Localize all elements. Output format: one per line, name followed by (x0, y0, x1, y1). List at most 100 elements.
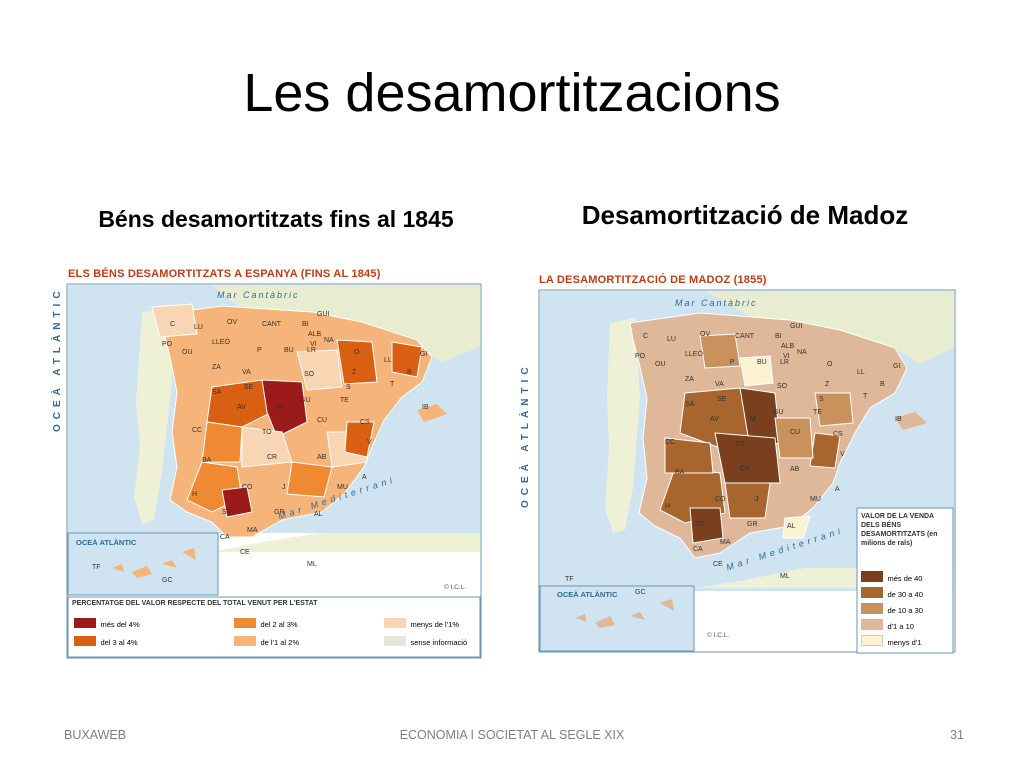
province-label-to: TO (262, 429, 272, 436)
province-label-to: TO (735, 441, 745, 448)
province-label-tf: TF (92, 564, 101, 571)
province-label-s: S (819, 396, 824, 403)
province-label-se: SE (717, 396, 727, 403)
legend-swatch (861, 619, 883, 631)
left-column-heading: Béns desamortitzats fins al 1845 (98, 206, 454, 232)
province-label-o: O (827, 361, 833, 368)
province-label-so: SO (777, 383, 788, 390)
legend-title: VALOR DE LA VENDA DELS BÉNS DESAMORTITZA… (861, 513, 938, 547)
province-label-va: VA (715, 381, 724, 388)
province-label-lu: LU (194, 324, 203, 331)
footer-center: ECONOMIA I SOCIETAT AL SEGLE XIX (399, 728, 625, 742)
africa-land (212, 533, 480, 552)
province-label-bi: BI (775, 333, 782, 340)
legend-label: sense informació (410, 638, 468, 647)
legend-label: del 2 al 3% (260, 620, 298, 629)
legend-label: d'1 a 10 (887, 622, 914, 631)
portugal-land (134, 310, 172, 524)
province-region (344, 421, 375, 458)
province-region (814, 392, 854, 427)
province-label-alb: ALB (308, 331, 322, 338)
map-credit: © I.C.L. (444, 584, 467, 591)
province-label-ml: ML (307, 561, 317, 568)
legend-label: menys d'1 (887, 638, 922, 647)
map-madoz-1855: LA DESAMORTITZACIÓ DE MADOZ (1855) C LU OV… (520, 268, 959, 656)
island-mallorca (417, 404, 447, 422)
province-label-al: AL (314, 511, 323, 518)
legend-swatch (861, 571, 883, 583)
map-1845: ELS BÉNS DESAMORTITZATS A ESPANYA (FINS … (52, 262, 484, 662)
province-label-ca: CA (693, 546, 703, 553)
legend-item: de 10 a 30 (861, 600, 923, 618)
province-region (689, 507, 724, 544)
legend-item: d'1 a 10 (861, 616, 914, 634)
inset-label: OCEÀ ATLÀNTIC (557, 590, 618, 599)
province-label-ma: MA (247, 527, 258, 534)
province-label-za: ZA (212, 364, 221, 371)
province-label-po: PO (635, 353, 646, 360)
province-label-cant: CANT (262, 321, 282, 328)
province-label-lu: LU (667, 336, 676, 343)
canary-islands (112, 548, 196, 578)
province-label-tf: TF (565, 576, 574, 583)
legend-label: de l'1 al 2% (260, 638, 299, 647)
province-label-bu: BU (284, 347, 294, 354)
province-label-m: M (277, 404, 283, 411)
province-label-na: NA (797, 349, 807, 356)
province-label-m: M (750, 416, 756, 423)
legend-label: més del 4% (100, 620, 140, 629)
province-label-te: TE (340, 397, 349, 404)
canary-inset (67, 532, 219, 596)
province-label-h: H (665, 503, 670, 510)
province-label-gu: GU (300, 397, 311, 404)
province-label-cu: CU (790, 429, 800, 436)
province-label-alb: ALB (781, 343, 795, 350)
province-region (261, 379, 308, 438)
province-label-se: SE (244, 384, 254, 391)
province-label-b: B (880, 381, 885, 388)
legend-swatch (861, 587, 883, 599)
ocean-west-label: OCEÀ ATLÀNTIC (52, 286, 63, 432)
province-region (739, 355, 774, 387)
province-region (664, 437, 714, 474)
map-credit: © I.C.L. (707, 632, 730, 639)
legend-label: de 30 a 40 (887, 590, 923, 599)
legend-box (67, 596, 481, 658)
province-label-gui: GUI (317, 311, 330, 318)
legend-swatch (861, 603, 883, 615)
province-label-cc: CC (192, 427, 202, 434)
map-title: LA DESAMORTITZACIÓ DE MADOZ (1855) (539, 274, 767, 286)
province-label-ab: AB (317, 454, 327, 461)
province-label-gc: GC (635, 589, 646, 596)
legend-item: sense informació (384, 632, 467, 650)
province-label-cs: CS (360, 419, 370, 426)
province-region (774, 417, 814, 459)
province-label-v: V (840, 451, 845, 458)
legend-swatch (384, 617, 406, 628)
province-label-av: AV (237, 404, 246, 411)
province-label-za: ZA (685, 376, 694, 383)
province-region (782, 515, 811, 539)
province-label-av: AV (710, 416, 719, 423)
province-label-ll: LL (384, 357, 392, 364)
province-label-cr: CR (267, 454, 277, 461)
province-label-lleó: LLEÓ (212, 337, 230, 346)
province-label-h: H (192, 491, 197, 498)
legend-item: de 30 a 40 (861, 584, 923, 602)
province-label-a: A (835, 486, 840, 493)
province-label-gu: GU (773, 409, 784, 416)
province-label-sv: SV (695, 521, 705, 528)
province-label-lr: LR (307, 347, 316, 354)
province-region (336, 339, 378, 385)
province-region (206, 379, 273, 428)
inset-label: OCEÀ ATLÀNTIC (76, 538, 137, 547)
legend-label: més de 40 (887, 574, 923, 583)
province-label-ou: OU (655, 361, 666, 368)
ocean-west-label: OCEÀ ATLÀNTIC (520, 362, 531, 508)
legend-label: del 3 al 4% (100, 638, 138, 647)
province-region (699, 333, 741, 369)
legend: més de 40 de 30 a 40 de 10 a 30 d'1 a 10… (861, 568, 951, 650)
map-frame (538, 289, 956, 653)
legend-item: del 2 al 3% (234, 614, 298, 632)
